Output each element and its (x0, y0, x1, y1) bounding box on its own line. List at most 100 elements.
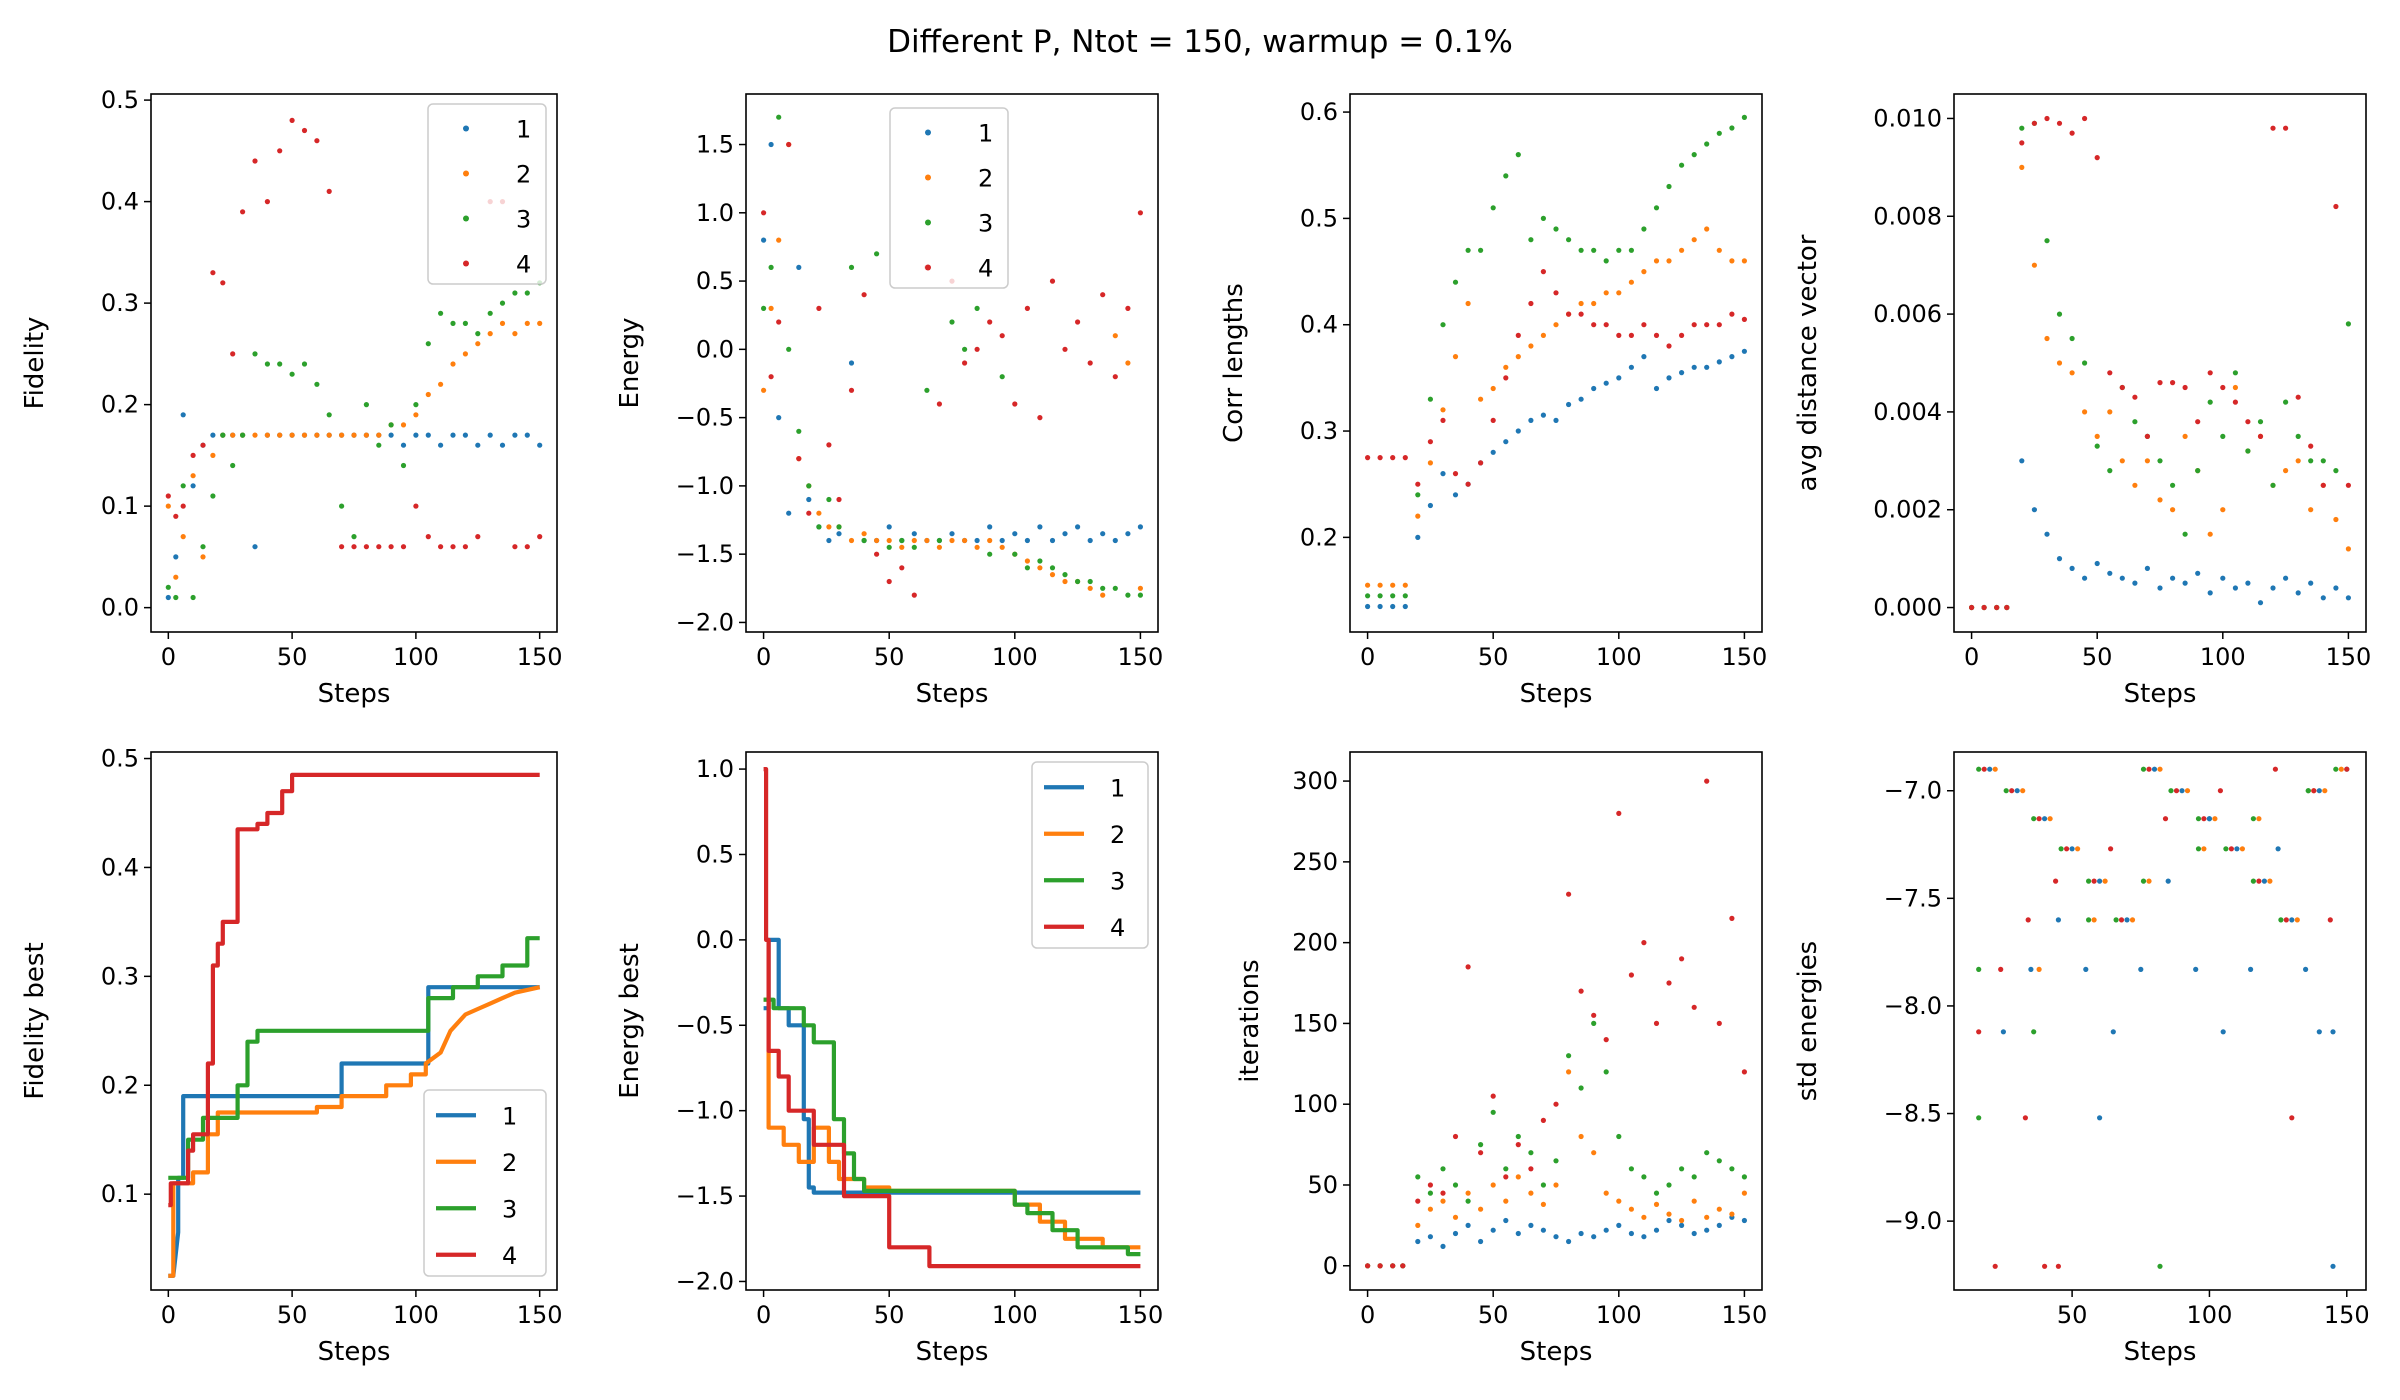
x-tick-label: 150 (517, 1301, 563, 1329)
data-point (425, 534, 431, 540)
data-point (2195, 468, 2201, 474)
series-2 (1365, 226, 1747, 588)
data-point (524, 320, 530, 326)
data-point (2056, 360, 2063, 366)
data-point (2047, 816, 2053, 822)
data-point (1976, 966, 1982, 973)
data-point (1365, 593, 1371, 599)
legend-swatch (463, 215, 469, 222)
data-point (400, 442, 407, 448)
data-point (761, 305, 767, 311)
x-tick-label: 0 (756, 1301, 771, 1329)
data-point (400, 462, 407, 469)
data-point (2275, 846, 2281, 852)
data-point (1666, 1182, 1672, 1188)
legend-label: 4 (502, 1242, 517, 1270)
data-point (2019, 458, 2025, 464)
data-point (1415, 513, 1421, 519)
legend-swatch (925, 219, 931, 226)
series-2 (168, 985, 541, 1278)
y-tick-label: −2.0 (676, 1267, 734, 1295)
data-point (499, 320, 506, 326)
legend-swatch (925, 129, 931, 136)
subplot-energy_best: 0 50 100 150 −2.0 −1.5 −1.0 −0.5 0.0 0.5 1.0 Steps E… (615, 751, 1163, 1367)
y-tick-label: 250 (1292, 848, 1338, 876)
data-point (796, 264, 802, 270)
data-point (2195, 419, 2201, 425)
data-point (1075, 578, 1081, 585)
data-point (1125, 592, 1131, 598)
data-point (1578, 1230, 1584, 1237)
data-point (2129, 917, 2136, 923)
series-2 (1992, 766, 2344, 973)
data-point (1729, 125, 1735, 131)
data-point (2250, 878, 2256, 884)
data-point (1062, 531, 1068, 537)
y-tick-label: 0.5 (101, 86, 139, 114)
y-tick-label: 0.2 (101, 1071, 139, 1099)
data-point (836, 531, 842, 537)
data-point (1691, 1230, 1697, 1237)
x-axis-label: Steps (318, 1337, 391, 1367)
y-tick-label: 200 (1292, 929, 1338, 957)
data-point (289, 371, 295, 377)
data-point (2283, 575, 2289, 581)
data-point (1616, 1198, 1622, 1204)
data-point (2184, 788, 2191, 794)
data-point (1390, 1263, 1396, 1269)
data-point (1691, 237, 1697, 243)
data-point (2132, 580, 2138, 586)
data-point (1503, 364, 1509, 370)
data-point (1628, 279, 1634, 285)
data-point (1490, 205, 1496, 211)
data-point (899, 537, 905, 544)
legend-label: 4 (1110, 914, 1125, 942)
data-point (1540, 1201, 1546, 1207)
data-point (816, 305, 822, 311)
data-point (2044, 335, 2050, 342)
data-point (413, 412, 419, 418)
data-point (1087, 578, 1093, 585)
data-point (2113, 917, 2119, 923)
data-point (252, 158, 258, 164)
data-point (2102, 878, 2108, 884)
data-point (1452, 1230, 1459, 1237)
data-point (1515, 428, 1521, 434)
data-point (252, 351, 258, 357)
y-tick-label: 0.1 (101, 1180, 139, 1208)
x-tick-label: 50 (1478, 1301, 1509, 1329)
data-point (786, 346, 792, 352)
x-tick-label: 150 (2324, 1301, 2370, 1329)
data-point (2020, 788, 2026, 794)
data-point (1427, 396, 1433, 402)
data-point (1112, 333, 1118, 339)
data-point (2124, 917, 2130, 923)
series-line (168, 772, 540, 1208)
data-point (1679, 956, 1685, 962)
data-point (388, 544, 394, 550)
data-point (1741, 114, 1747, 120)
y-tick-label: −8.5 (1884, 1100, 1942, 1128)
series-4 (1365, 269, 1747, 487)
y-tick-label: 1.0 (696, 755, 734, 783)
data-point (2108, 846, 2114, 852)
data-point (2132, 482, 2138, 488)
y-tick-label: −1.5 (676, 540, 734, 568)
data-point (1691, 152, 1697, 158)
data-point (413, 503, 419, 509)
data-point (2295, 458, 2301, 464)
data-point (2182, 531, 2188, 537)
data-point (2165, 878, 2171, 884)
series-1 (1365, 348, 1747, 610)
data-point (2327, 917, 2333, 923)
data-point (400, 422, 407, 428)
data-point (1452, 354, 1459, 360)
data-point (314, 138, 320, 144)
legend-label: 3 (502, 1195, 517, 1223)
y-axis-label: Fidelity best (20, 942, 50, 1099)
axes-frame (150, 751, 558, 1291)
data-point (1515, 152, 1521, 158)
data-point (806, 510, 812, 516)
y-tick-label: 0.004 (1873, 398, 1942, 426)
data-point (761, 237, 767, 243)
